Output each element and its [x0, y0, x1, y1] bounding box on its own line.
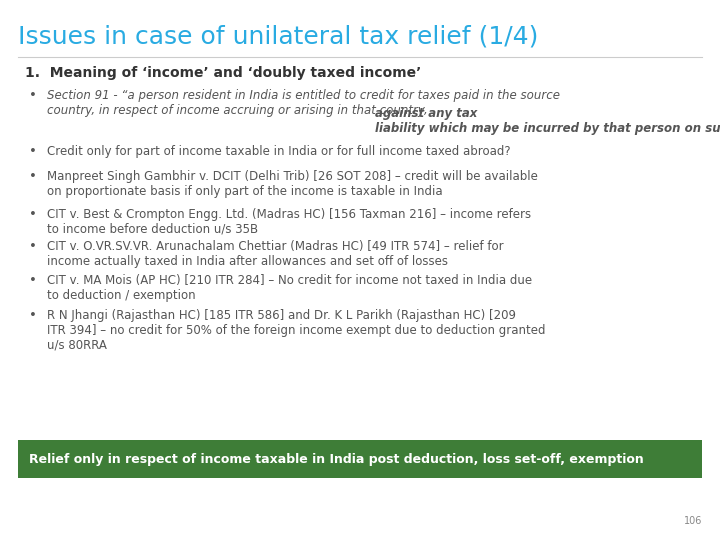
Text: •: •: [29, 208, 37, 221]
Text: Credit only for part of income taxable in India or for full income taxed abroad?: Credit only for part of income taxable i…: [47, 145, 510, 158]
Text: CIT v. O.VR.SV.VR. Arunachalam Chettiar (Madras HC) [49 ITR 574] – relief for
in: CIT v. O.VR.SV.VR. Arunachalam Chettiar …: [47, 240, 503, 268]
Text: •: •: [29, 274, 37, 287]
Text: R N Jhangi (Rajasthan HC) [185 ITR 586] and Dr. K L Parikh (Rajasthan HC) [209
I: R N Jhangi (Rajasthan HC) [185 ITR 586] …: [47, 309, 545, 352]
Text: •: •: [29, 309, 37, 322]
Text: against any tax
liability which may be incurred by that person on such income in: against any tax liability which may be i…: [375, 107, 720, 135]
Text: •: •: [29, 145, 37, 158]
Text: Section 91 - “a person resident in India is entitled to credit for taxes paid in: Section 91 - “a person resident in India…: [47, 89, 560, 117]
Text: •: •: [29, 89, 37, 102]
Text: •: •: [29, 170, 37, 183]
Text: 106: 106: [683, 516, 702, 526]
Bar: [18, 440, 702, 478]
Text: Issues in case of unilateral tax relief (1/4): Issues in case of unilateral tax relief …: [18, 24, 539, 48]
Text: CIT v. Best & Crompton Engg. Ltd. (Madras HC) [156 Taxman 216] – income refers
t: CIT v. Best & Crompton Engg. Ltd. (Madra…: [47, 208, 531, 236]
Text: Manpreet Singh Gambhir v. DCIT (Delhi Trib) [26 SOT 208] – credit will be availa: Manpreet Singh Gambhir v. DCIT (Delhi Tr…: [47, 170, 538, 198]
Text: Relief only in respect of income taxable in India post deduction, loss set-off, : Relief only in respect of income taxable…: [29, 453, 644, 465]
Text: 1.  Meaning of ‘income’ and ‘doubly taxed income’: 1. Meaning of ‘income’ and ‘doubly taxed…: [25, 66, 421, 80]
Text: •: •: [29, 240, 37, 253]
Text: CIT v. MA Mois (AP HC) [210 ITR 284] – No credit for income not taxed in India d: CIT v. MA Mois (AP HC) [210 ITR 284] – N…: [47, 274, 532, 302]
